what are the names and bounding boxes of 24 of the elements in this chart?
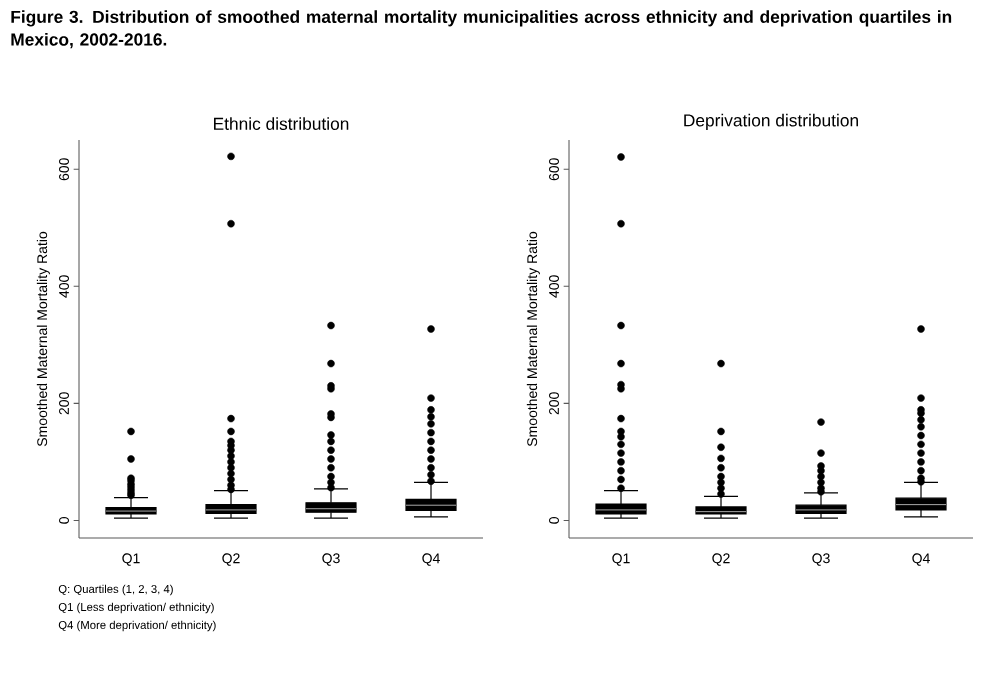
text: Figure 3. Distribution of smoothed maternal mortality municipalities across ethnicity and deprivation quartiles in Mexico, 2002-2016. bbox=[11, 10, 952, 49]
y-axis-title: Smoothed Maternal Mortality Ratio bbox=[36, 231, 50, 447]
chart-title: Ethnic distribution bbox=[214, 117, 349, 130]
x-tick-label: Q4 bbox=[422, 553, 440, 566]
text: Q1 (Less deprivation/ ethnicity) bbox=[58, 602, 214, 614]
y-tick-label: 600 bbox=[549, 158, 559, 181]
x-tick-label: Q2 bbox=[222, 553, 240, 566]
text: Q: Quartiles (1, 2, 3, 4) bbox=[58, 584, 173, 596]
y-tick-label: 0 bbox=[549, 517, 559, 524]
x-tick-label: Q3 bbox=[812, 553, 830, 566]
y-tick-label: 400 bbox=[59, 275, 69, 298]
y-tick-label: 600 bbox=[59, 158, 69, 181]
text: Q4 (More deprivation/ ethnicity) bbox=[58, 620, 216, 632]
x-tick-label: Q3 bbox=[322, 553, 340, 566]
y-tick-label: 400 bbox=[549, 275, 559, 298]
x-tick-label: Q2 bbox=[712, 553, 730, 566]
x-tick-label: Q1 bbox=[122, 553, 140, 566]
x-tick-label: Q4 bbox=[912, 553, 930, 566]
y-axis-title: Smoothed Maternal Mortality Ratio bbox=[526, 231, 540, 447]
y-tick-label: 200 bbox=[549, 392, 559, 415]
chart-title: Deprivation distribution bbox=[684, 113, 858, 130]
x-tick-label: Q1 bbox=[612, 553, 630, 566]
y-tick-label: 0 bbox=[59, 517, 69, 524]
y-tick-label: 200 bbox=[59, 392, 69, 415]
